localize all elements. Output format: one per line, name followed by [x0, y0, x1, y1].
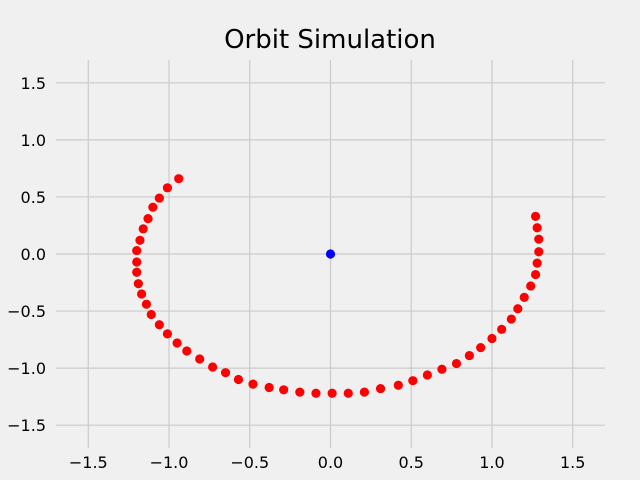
orbit-point — [233, 374, 244, 385]
orbit-point — [132, 245, 142, 256]
orbit-point — [174, 174, 184, 184]
x-tick-label: −0.5 — [230, 453, 269, 472]
orbit-point — [534, 234, 544, 244]
orbit-point — [138, 224, 148, 234]
orbit-point — [513, 304, 523, 314]
orbit-point — [464, 350, 474, 361]
orbit-point — [532, 223, 542, 233]
orbit-point — [519, 292, 529, 302]
orbit-point — [162, 183, 173, 193]
y-tick-label: 1.5 — [21, 74, 46, 93]
x-tick-label: 0.0 — [318, 453, 343, 472]
orbit-point — [530, 269, 541, 280]
orbit-point — [437, 364, 447, 374]
orbit-point — [393, 380, 403, 390]
orbit-point — [195, 354, 205, 364]
orbit-point — [375, 384, 386, 394]
orbit-point — [172, 338, 182, 348]
x-tick-label: 0.5 — [399, 453, 424, 472]
orbit-point — [534, 247, 544, 257]
orbit-point — [359, 387, 370, 397]
y-tick-label: −1.5 — [7, 416, 46, 435]
orbit-point — [154, 320, 164, 330]
y-tick-label: 0.5 — [21, 188, 46, 207]
orbit-point — [143, 214, 153, 224]
y-tick-label: −1.0 — [7, 359, 46, 378]
center-body-point — [325, 249, 336, 259]
orbit-point — [162, 329, 173, 339]
orbit-point — [526, 281, 536, 291]
y-tick-label: −0.5 — [7, 302, 46, 321]
orbit-point — [132, 257, 142, 267]
orbit-point — [327, 388, 337, 398]
orbit-point — [422, 370, 432, 380]
orbit-point — [532, 258, 542, 268]
orbit-point — [208, 362, 218, 372]
orbit-point — [132, 267, 142, 277]
orbit-point — [530, 211, 541, 221]
x-tick-label: −1.5 — [69, 453, 108, 472]
y-tick-label: 1.0 — [21, 131, 46, 150]
orbit-point — [154, 193, 164, 203]
orbit-point — [451, 358, 462, 369]
orbit-point — [136, 289, 147, 299]
orbit-point — [135, 235, 145, 245]
orbit-point — [146, 309, 156, 320]
x-axis-tick-labels: −1.5 −1.0 −0.5 0.0 0.5 1.0 1.5 — [69, 453, 586, 472]
orbit-point — [279, 385, 289, 395]
orbit-point — [295, 387, 305, 397]
orbit-point — [133, 279, 143, 289]
orbit-point — [487, 333, 497, 344]
orbit-point — [408, 376, 418, 386]
orbit-point — [497, 324, 507, 334]
chart-title: Orbit Simulation — [224, 25, 436, 55]
orbit-point — [182, 346, 192, 356]
x-tick-label: −1.0 — [150, 453, 189, 472]
y-tick-label: 0.0 — [21, 245, 46, 264]
data-points — [132, 174, 544, 398]
y-axis-tick-labels: −1.5 −1.0 −0.5 0.0 0.5 1.0 1.5 — [7, 74, 46, 435]
orbit-point — [248, 379, 258, 389]
orbit-point — [141, 299, 152, 309]
x-tick-label: 1.0 — [479, 453, 504, 472]
orbit-point — [264, 382, 274, 393]
orbit-point — [311, 388, 321, 398]
orbit-point — [476, 342, 486, 353]
orbit-point — [343, 388, 353, 398]
orbit-point — [506, 314, 516, 324]
grid — [56, 60, 605, 448]
x-tick-label: 1.5 — [560, 453, 585, 472]
orbit-point — [148, 202, 158, 212]
orbit-point — [220, 368, 231, 378]
